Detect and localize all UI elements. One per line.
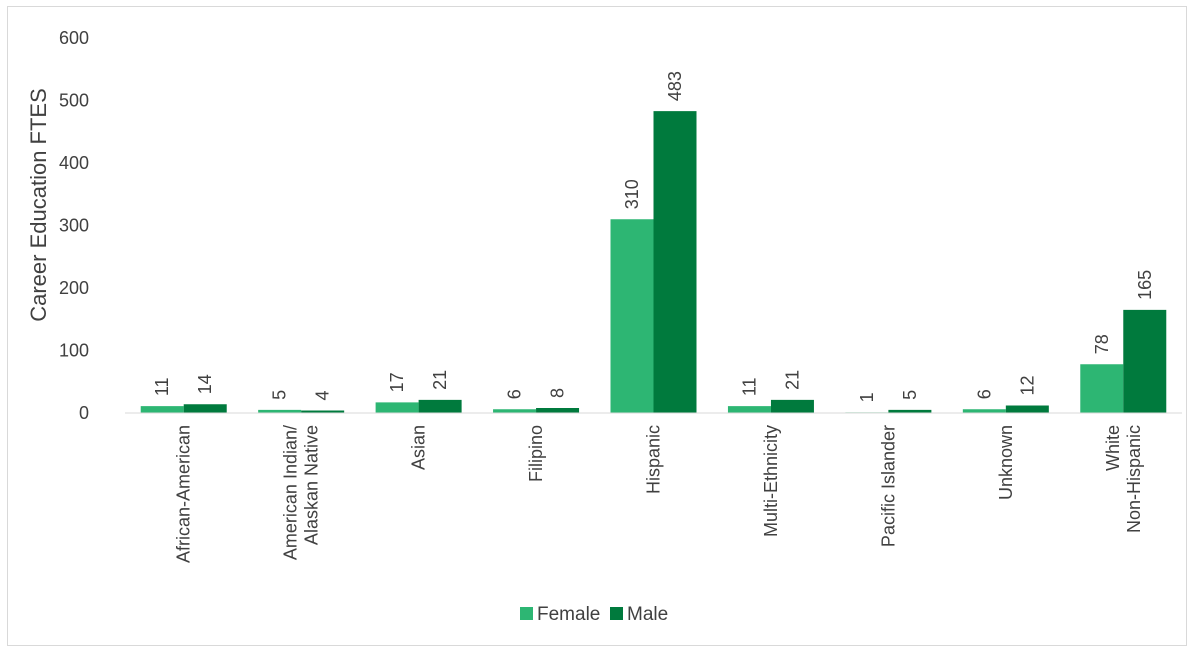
legend: Female Male [520, 604, 668, 625]
data-label: 6 [505, 389, 525, 399]
data-label: 165 [1135, 270, 1155, 300]
data-label: 11 [152, 377, 172, 396]
category-label-line: Filipino [526, 425, 546, 482]
category-label: American Indian/Alaskan Native [281, 425, 322, 560]
bar-female [375, 402, 419, 413]
bar-male [183, 404, 227, 413]
y-tick-label: 400 [59, 153, 89, 173]
category-label: African-American [174, 425, 194, 563]
y-tick-label: 0 [79, 403, 89, 423]
bar-chart: Career Education FTES 0 100 200 300 400 500 60… [26, 28, 1182, 625]
bar-female [493, 409, 537, 413]
data-label: 14 [195, 374, 215, 394]
bar-male [770, 399, 814, 413]
category-label: Unknown [996, 425, 1016, 500]
y-tick-label: 100 [59, 341, 89, 361]
bar-female [140, 406, 184, 413]
category-label-line: Multi-Ethnicity [761, 425, 781, 537]
category-label-line: African-American [174, 425, 194, 563]
data-label: 1 [857, 392, 877, 402]
legend-label-female: Female [537, 604, 600, 625]
y-tick-label: 600 [59, 28, 89, 48]
legend-label-male: Male [627, 604, 668, 625]
category-label-line: Asian [409, 425, 429, 470]
category-label: Asian [409, 425, 429, 470]
category-label-line: White [1103, 425, 1123, 471]
y-axis-title: Career Education FTES [26, 88, 51, 322]
category-label-line: Hispanic [644, 425, 664, 494]
data-label: 11 [739, 377, 759, 396]
data-label: 6 [974, 389, 994, 399]
category-label: Multi-Ethnicity [761, 425, 781, 537]
bar-female [258, 409, 302, 413]
bar-female [962, 409, 1006, 413]
bar-male [888, 409, 932, 413]
data-label: 21 [430, 370, 450, 390]
bar-male [301, 410, 345, 413]
y-tick-label: 200 [59, 278, 89, 298]
data-label: 5 [270, 390, 290, 400]
bar-male [1005, 405, 1049, 413]
data-label: 483 [665, 71, 685, 101]
category-label: White Non-Hispanic [1103, 425, 1144, 533]
category-label-line: Pacific Islander [878, 425, 898, 547]
category-label-line: Unknown [996, 425, 1016, 500]
y-tick-label: 300 [59, 216, 89, 236]
data-label: 12 [1017, 375, 1037, 395]
data-label: 4 [313, 390, 333, 400]
data-label: 5 [900, 390, 920, 400]
bar-female [727, 406, 771, 413]
category-label: Hispanic [644, 425, 664, 494]
data-label: 21 [782, 370, 802, 390]
category-label: Filipino [526, 425, 546, 482]
legend-swatch-male [610, 607, 623, 620]
legend-swatch-female [520, 607, 533, 620]
category-label-line: Alaskan Native [302, 425, 322, 545]
category-label: Pacific Islander [878, 425, 898, 547]
bar-male [536, 408, 580, 413]
chart-frame: Career Education FTES 0 100 200 300 400 500 60… [7, 6, 1187, 646]
bar-male [418, 399, 462, 413]
y-tick-label: 500 [59, 91, 89, 111]
bar-female [610, 219, 654, 413]
data-label: 310 [622, 179, 642, 209]
data-label: 78 [1092, 334, 1112, 354]
data-label: 8 [548, 388, 568, 398]
bar-female [1080, 364, 1124, 413]
category-label-line: American Indian/ [281, 425, 301, 560]
category-label-line: Non-Hispanic [1124, 425, 1144, 533]
bar-male [1123, 309, 1167, 413]
bar-male [653, 111, 697, 413]
data-label: 17 [387, 372, 407, 392]
